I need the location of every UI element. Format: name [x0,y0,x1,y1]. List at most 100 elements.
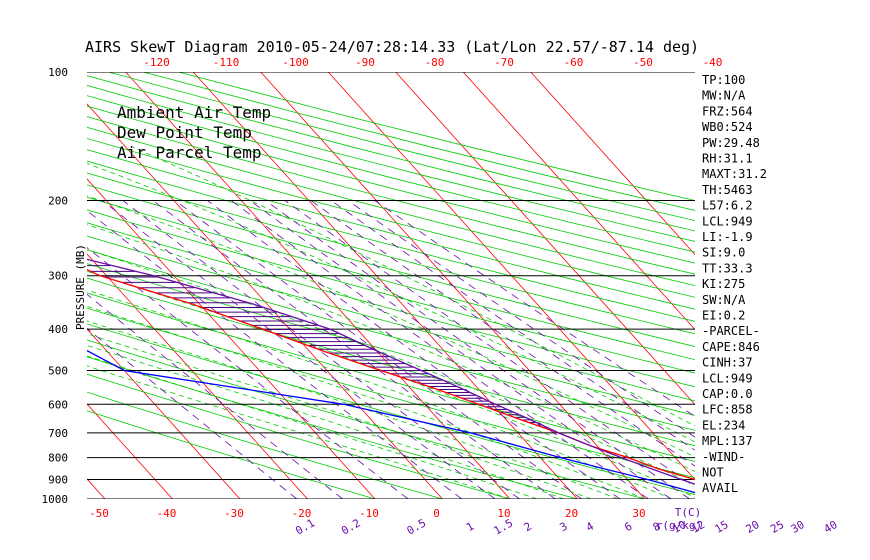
mixing-ratio-tick-label: 1 [464,520,476,535]
legend-dewpoint: Dew Point Temp [117,123,252,142]
top-temp-tick-label: -90 [355,56,375,69]
dry-adiabat [87,116,695,275]
legend: Ambient Air Temp Dew Point Temp Air Parc… [117,103,271,162]
index-entry: -WIND- [702,450,745,464]
pressure-tick-label: 100 [48,66,68,79]
moist-adiabat [87,365,511,499]
dry-adiabat [143,72,695,211]
mixing-ratio-tick-label: 12 [689,518,707,536]
bottom-temp-tick-label: 30 [632,507,645,520]
index-entry: RH:31.1 [702,152,753,166]
dry-adiabat [87,263,695,431]
mixing-ratio-tick-label: 6 [622,520,634,535]
index-entry: AVAIL [702,481,738,495]
dry-adiabat [87,172,695,335]
ambient-temp-line [87,268,695,481]
index-entry: MPL:137 [702,434,753,448]
mixing-ratio-tick-label: 15 [713,518,731,536]
dry-adiabat [87,373,511,499]
index-entry: PW:29.48 [702,136,760,150]
isotherm-line [462,72,695,331]
pressure-tick-label: 400 [48,323,68,336]
bottom-temp-tick-label: 0 [433,507,440,520]
index-entry: SW:N/A [702,293,746,307]
index-entry: TH:5463 [702,183,753,197]
dry-adiabat [87,209,695,374]
series-layer [87,258,695,494]
top-temp-tick-label: -100 [282,56,309,69]
moist-adiabat [87,355,538,499]
top-temp-tick-label: -60 [564,56,584,69]
isotherm-line [87,328,241,499]
pressure-tick-label: 600 [48,398,68,411]
mixing-ratio-tick-label: 20 [744,518,762,536]
dry-adiabat [87,277,695,447]
mixing-ratio-tick-label: 10 [670,518,688,536]
dry-adiabat [87,323,695,495]
index-entry: CAPE:846 [702,340,760,354]
dry-adiabat [87,137,695,298]
bottom-temp-tick-label: -50 [89,507,109,520]
isotherm-line [327,72,695,481]
mixing-ratio-line [174,200,582,499]
chart-title: AIRS SkewT Diagram 2010-05-24/07:28:14.3… [85,38,699,56]
moist-adiabat [132,146,695,427]
pressure-tick-label: 900 [48,473,68,486]
bottom-temp-tick-label: 20 [565,507,578,520]
moist-adiabat [87,195,695,458]
index-entry: NOT [702,466,724,480]
bottom-temp-tick-label: -40 [157,507,177,520]
index-entry: TT:33.3 [702,261,753,275]
isotherm-line [192,72,578,499]
index-entry: EL:234 [702,418,745,432]
index-entry: CINH:37 [702,356,753,370]
dry-adiabat [87,105,695,264]
moist-adiabat [87,249,695,486]
dry-adiabat [87,95,695,253]
mixing-ratio-line [249,200,672,499]
pressure-tick-label: 500 [48,364,68,377]
top-temp-tick-label: -70 [494,56,514,69]
bottom-temp-tick-label: 10 [497,507,510,520]
index-entry: LCL:949 [702,371,753,385]
pressure-tick-label: 1000 [42,493,69,506]
index-entry: WB0:524 [702,120,753,134]
index-entry: -PARCEL- [702,324,760,338]
top-temp-tick-label: -50 [633,56,653,69]
mixing-ratio-unit: r(g/kg) [656,519,702,532]
dry-adiabat [87,160,695,322]
pressure-tick-label: 700 [48,427,68,440]
bottom-temp-tick-label: -10 [359,507,379,520]
bottom-temp-tick-label: -20 [292,507,312,520]
top-temp-tick-label: -40 [703,56,723,69]
mixing-ratio-line [230,200,649,499]
index-entry: TP:100 [702,73,745,87]
isotherm-line [0,72,38,499]
dry-adiabat [87,292,695,462]
index-entry: FRZ:564 [702,104,753,118]
moist-adiabat [87,163,695,443]
pressure-tick-label: 800 [48,452,68,465]
grid-layer [0,72,695,499]
mixing-ratio-line [87,293,343,499]
moist-adiabat [87,320,619,499]
index-entry: CAP:0.0 [702,387,753,401]
mixing-ratio-tick-label: 1.5 [492,516,516,537]
mixing-ratio-tick-label: 40 [822,518,840,536]
isotherm-line [87,103,443,499]
mixing-ratio-line [207,200,621,499]
pressure-tick-label: 200 [48,195,68,208]
index-entry: MAXT:31.2 [702,167,767,181]
mixing-ratio-tick-label: 4 [584,519,597,534]
legend-parcel: Air Parcel Temp [117,143,262,162]
index-entry: LI:-1.9 [702,230,753,244]
top-temp-tick-label: -80 [425,56,445,69]
mixing-ratio-tick-label: 25 [768,518,786,536]
mixing-ratio-tick-label: 30 [789,518,807,536]
mixing-ratio-line [87,328,298,499]
legend-ambient: Ambient Air Temp [117,103,271,122]
dry-adiabat [87,196,695,361]
isotherm-line [87,253,308,499]
